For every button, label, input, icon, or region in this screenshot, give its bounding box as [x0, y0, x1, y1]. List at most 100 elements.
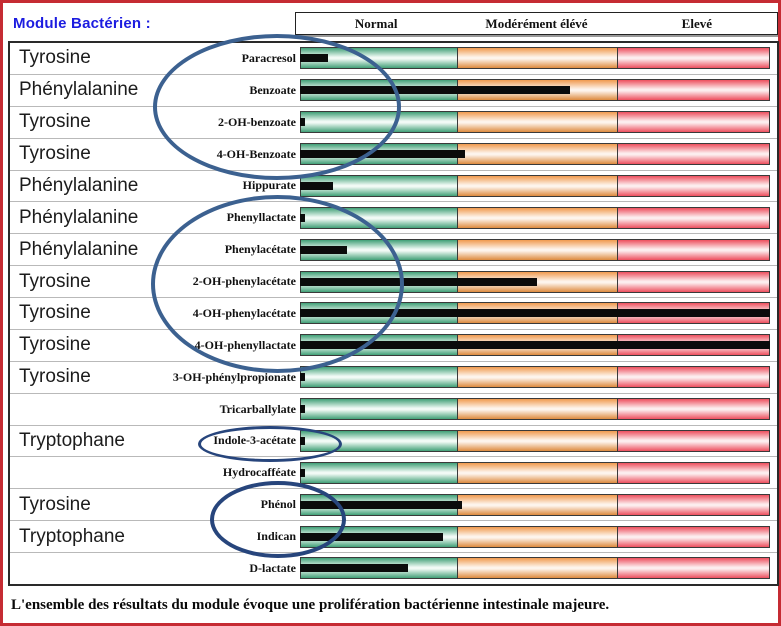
bar-track — [300, 270, 770, 293]
value-bar — [300, 245, 347, 254]
bar-track — [300, 461, 770, 484]
analyte-label: Phenyllactate — [226, 210, 296, 225]
analyte-label: D-lactate — [249, 560, 296, 575]
analyte-label: Phenylacétate — [224, 242, 296, 257]
analyte-label: 2-OH-phenylacétate — [192, 274, 296, 289]
analyte-label: 4-OH-phenyllactate — [194, 337, 296, 352]
category-label: Tryptophane — [19, 429, 125, 451]
zone-moderate — [457, 174, 618, 197]
legend-moderate-label: Modérément élévé — [485, 15, 588, 31]
value-bar — [300, 86, 571, 95]
value-bar — [300, 309, 770, 318]
value-bar — [300, 532, 444, 541]
bar-track — [300, 334, 770, 357]
zone-moderate — [457, 429, 618, 452]
zone-elevated — [617, 143, 770, 166]
bar-track — [300, 79, 770, 102]
table-row: Tyrosine 2-OH-benzoate — [10, 105, 777, 138]
zone-moderate — [457, 461, 618, 484]
bar-track — [300, 47, 770, 70]
table-row: Tryptophane Indole-3-acétate — [10, 424, 777, 457]
table-row: Tyrosine 4-OH-phenylacétate — [10, 297, 777, 329]
zone-elevated — [617, 493, 770, 516]
zone-moderate — [457, 238, 618, 261]
legend-elevated-label: Elevé — [681, 15, 712, 31]
zone-moderate — [457, 398, 618, 421]
value-bar — [300, 564, 409, 573]
zone-elevated — [617, 461, 770, 484]
analyte-label: Paracresol — [241, 50, 296, 65]
bar-track — [300, 174, 770, 197]
zone-moderate — [457, 47, 618, 70]
table-row: Phénylalanine Phenylacétate — [10, 233, 777, 265]
zone-normal — [300, 398, 458, 421]
analyte-label: Tricarballylate — [219, 401, 296, 416]
bar-track — [300, 525, 770, 548]
zone-elevated — [617, 174, 770, 197]
zone-moderate — [457, 493, 618, 516]
table-row: Tyrosine Phénol — [10, 488, 777, 520]
zone-elevated — [617, 206, 770, 229]
bar-track — [300, 366, 770, 389]
category-label: Tryptophane — [19, 525, 125, 547]
legend-normal-label: Normal — [354, 15, 398, 31]
zone-elevated — [617, 525, 770, 548]
table-row: Tricarballylate — [10, 392, 777, 425]
category-label: Tyrosine — [19, 334, 91, 356]
zone-moderate — [457, 206, 618, 229]
value-bar — [300, 150, 465, 159]
analyte-label: 2-OH-benzoate — [218, 114, 296, 129]
table-row: Tyrosine 2-OH-phenylacétate — [10, 265, 777, 297]
results-table-body: Tyrosine Paracresol Phénylalanine Benzoa… — [8, 41, 779, 586]
zone-normal — [300, 206, 458, 229]
zone-elevated — [617, 47, 770, 70]
zone-moderate — [457, 525, 618, 548]
analyte-label: 4-OH-Benzoate — [216, 146, 296, 161]
analyte-label: Hippurate — [242, 178, 296, 193]
zone-moderate — [457, 111, 618, 134]
zone-elevated — [617, 398, 770, 421]
category-label: Tyrosine — [19, 366, 91, 388]
value-bar — [300, 181, 333, 190]
zone-elevated — [617, 366, 770, 389]
category-label: Phénylalanine — [19, 174, 139, 196]
bar-track — [300, 143, 770, 166]
table-row: Phénylalanine Phenyllactate — [10, 201, 777, 233]
analyte-label: Benzoate — [249, 82, 296, 97]
table-row: Tryptophane Indican — [10, 520, 777, 552]
value-bar — [300, 373, 305, 382]
analyte-label: 4-OH-phenylacétate — [192, 305, 296, 320]
zone-moderate — [457, 270, 618, 293]
category-label: Tyrosine — [19, 270, 91, 292]
table-row: Phénylalanine Benzoate — [10, 73, 777, 106]
value-bar — [300, 436, 305, 445]
category-label: Phénylalanine — [19, 206, 139, 228]
value-bar — [300, 213, 305, 222]
zone-normal — [300, 366, 458, 389]
value-bar — [300, 277, 538, 286]
bar-track — [300, 238, 770, 261]
bar-track — [300, 557, 770, 580]
zone-elevated — [617, 238, 770, 261]
analyte-label: Hydrocafféate — [222, 465, 296, 480]
table-row: Phénylalanine Hippurate — [10, 169, 777, 202]
analyte-label: Indole-3-acétate — [213, 433, 296, 448]
table-row: Hydrocafféate — [10, 456, 777, 488]
zone-normal — [300, 429, 458, 452]
category-label: Tyrosine — [19, 493, 91, 515]
analyte-label: Phénol — [260, 497, 296, 512]
bar-track — [300, 493, 770, 516]
zone-moderate — [457, 557, 618, 580]
category-label: Tyrosine — [19, 47, 91, 69]
zone-elevated — [617, 79, 770, 102]
category-label: Tyrosine — [19, 302, 91, 324]
zone-moderate — [457, 143, 618, 166]
page-title: Module Bactérien : — [13, 15, 151, 32]
value-bar — [300, 468, 305, 477]
bar-track — [300, 206, 770, 229]
table-row: Tyrosine Paracresol — [10, 43, 777, 74]
zone-normal — [300, 461, 458, 484]
value-bar — [300, 500, 463, 509]
zone-elevated — [617, 557, 770, 580]
